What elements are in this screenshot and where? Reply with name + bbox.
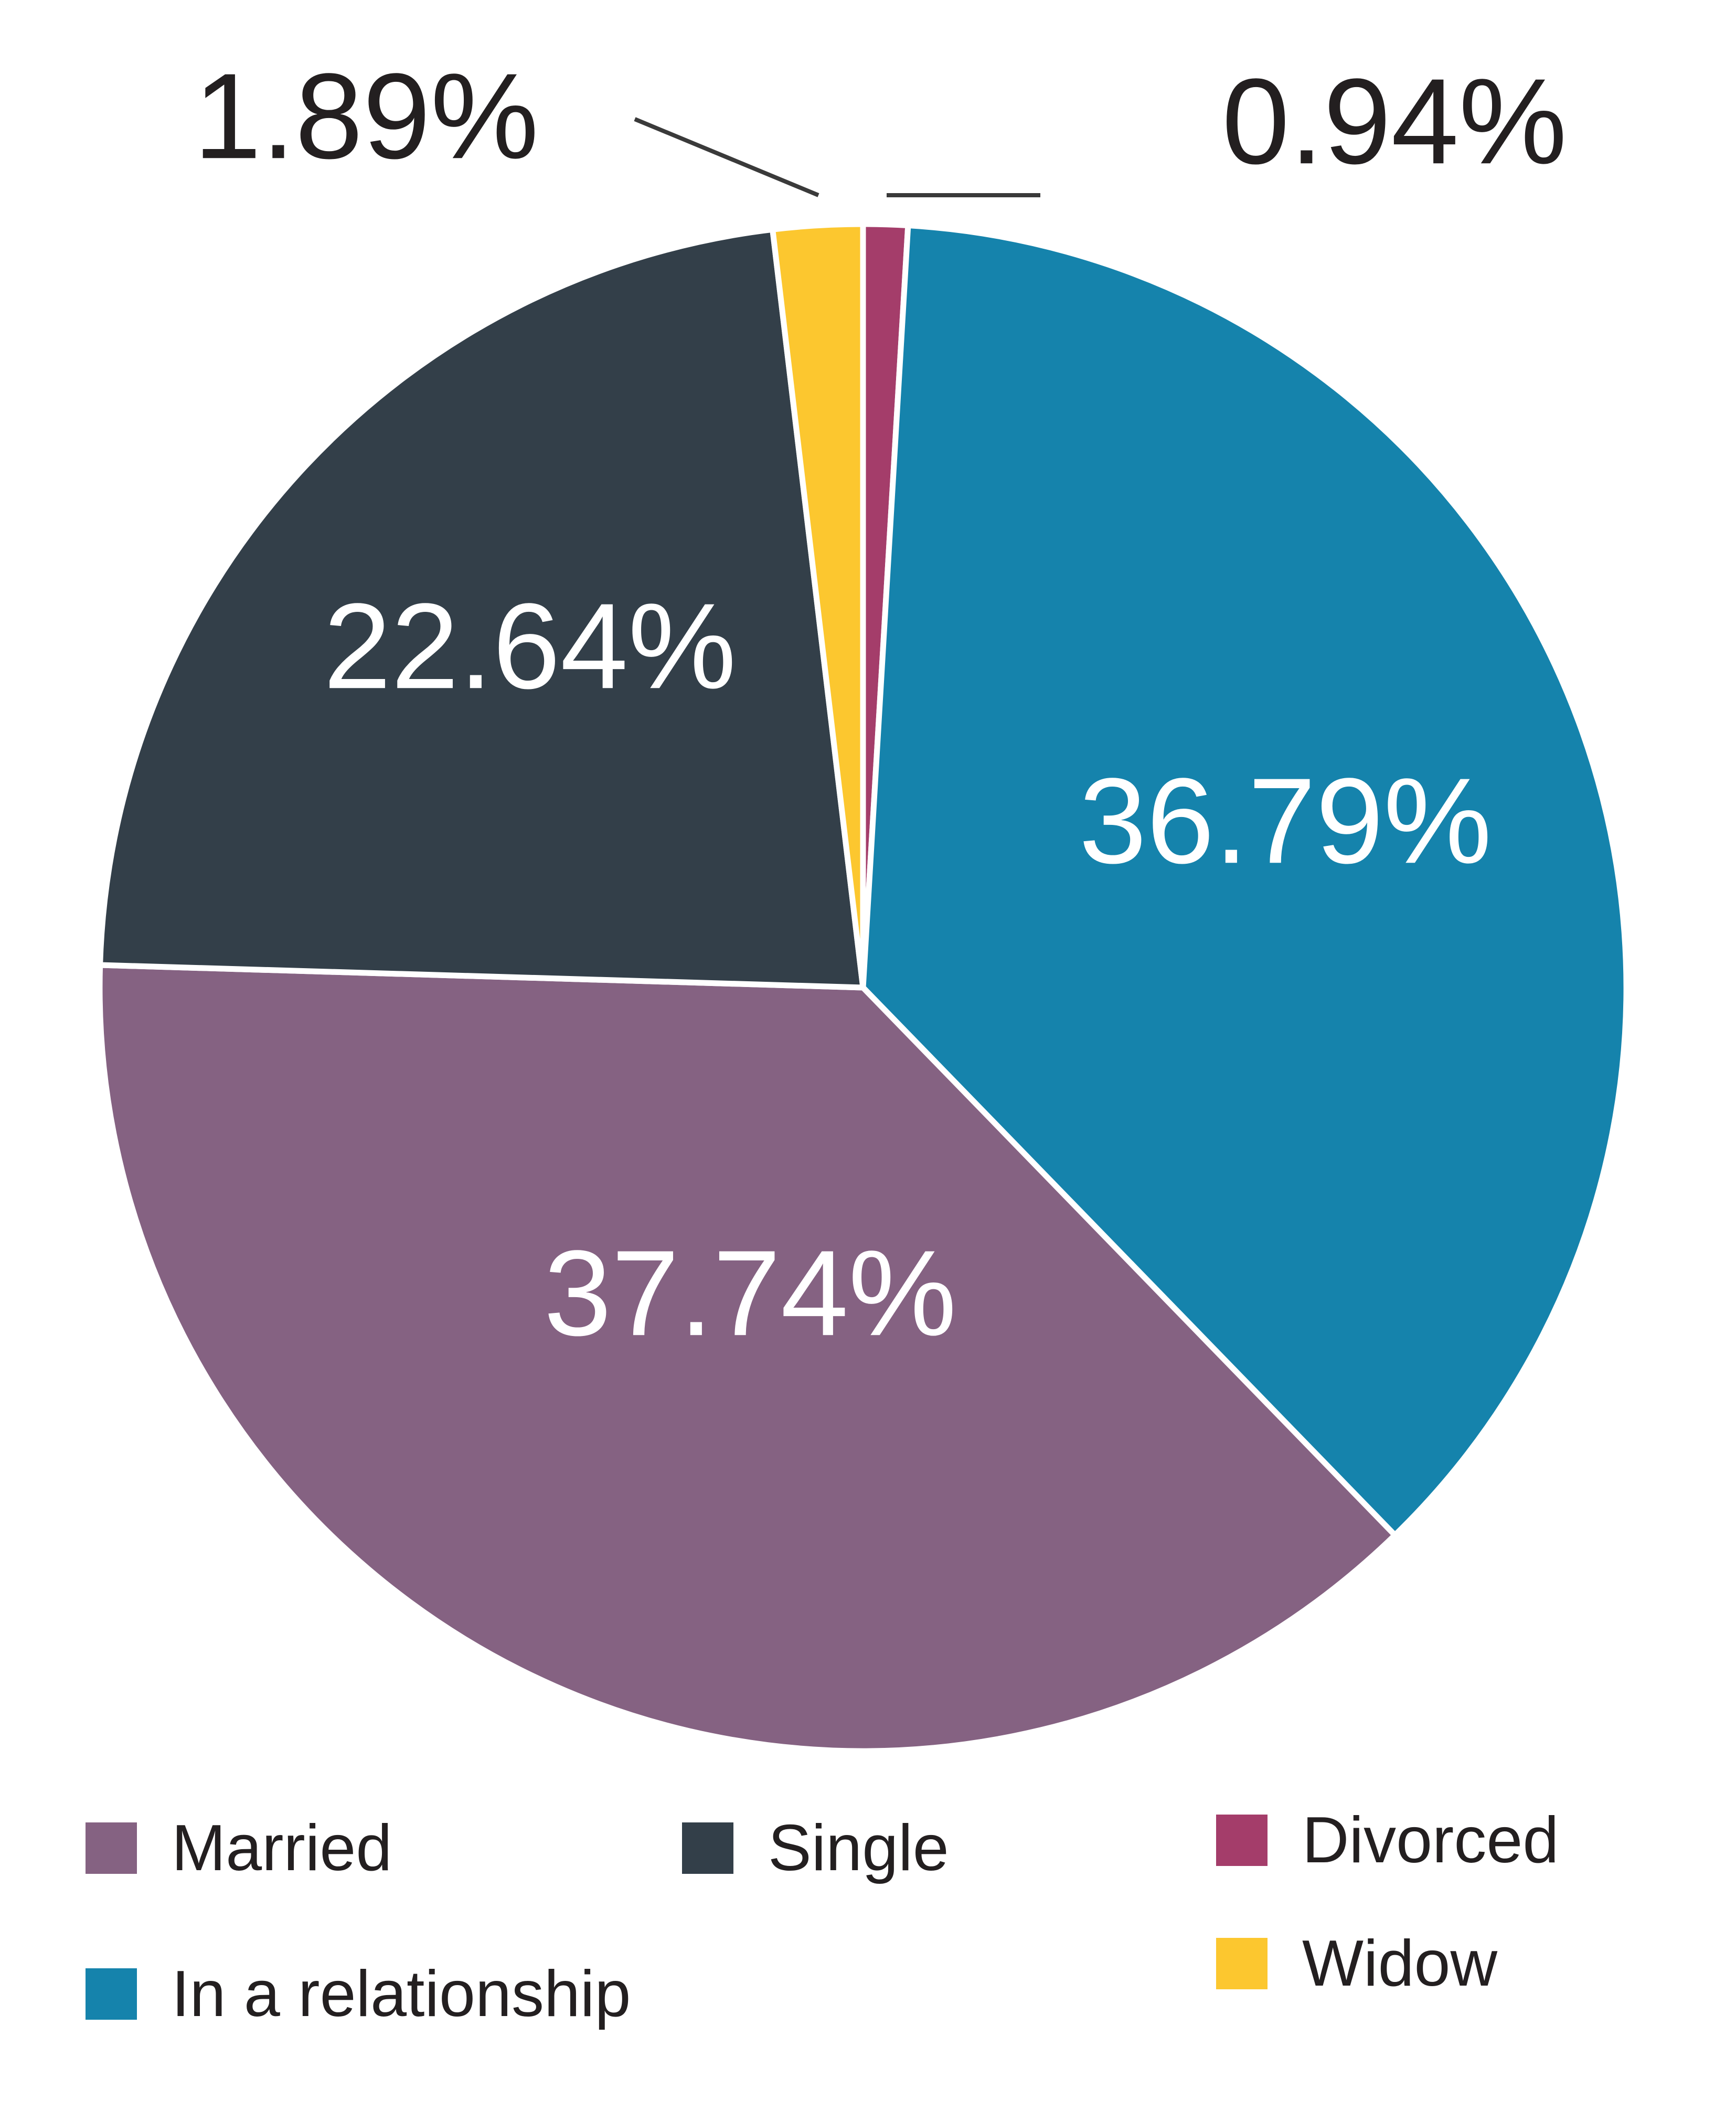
legend-label-single: Single [768, 1812, 949, 1884]
legend-item-widow: Widow [1216, 1931, 1497, 1996]
slice-label-in-a-relationship: 36.79% [1079, 753, 1492, 889]
legend-swatch-married [86, 1822, 137, 1874]
pie-slice-married [97, 962, 1398, 1754]
legend-label-married: Married [172, 1812, 392, 1884]
pie-slices [97, 221, 1630, 1754]
leader-line-widow [634, 117, 819, 197]
slice-label-married: 37.74% [544, 1225, 957, 1361]
legend-swatch-widow [1216, 1938, 1268, 1989]
slice-labels: 0.94% 36.79% 37.74% 22.64% 1.89% [194, 48, 1567, 1361]
legend-swatch-in-a-relationship [86, 1968, 137, 2020]
legend-item-married: Married [86, 1816, 392, 1881]
legend-swatch-divorced [1216, 1815, 1268, 1866]
legend-swatch-single [682, 1822, 733, 1874]
legend-label-in-a-relationship: In a relationship [172, 1958, 631, 2030]
legend-item-in-a-relationship: In a relationship [86, 1961, 631, 2027]
legend-label-divorced: Divorced [1302, 1804, 1559, 1876]
pie-slice-in-a-relationship [860, 222, 1630, 1539]
leader-lines [634, 117, 1040, 197]
legend-label-widow: Widow [1302, 1927, 1498, 2000]
legend-item-divorced: Divorced [1216, 1808, 1559, 1873]
slice-label-divorced: 0.94% [1222, 54, 1567, 189]
slice-label-widow: 1.89% [194, 48, 539, 184]
pie-slice-widow [770, 221, 866, 991]
pie-slice-single [97, 226, 866, 991]
legend-item-single: Single [682, 1816, 949, 1881]
slice-label-single: 22.64% [324, 578, 737, 714]
